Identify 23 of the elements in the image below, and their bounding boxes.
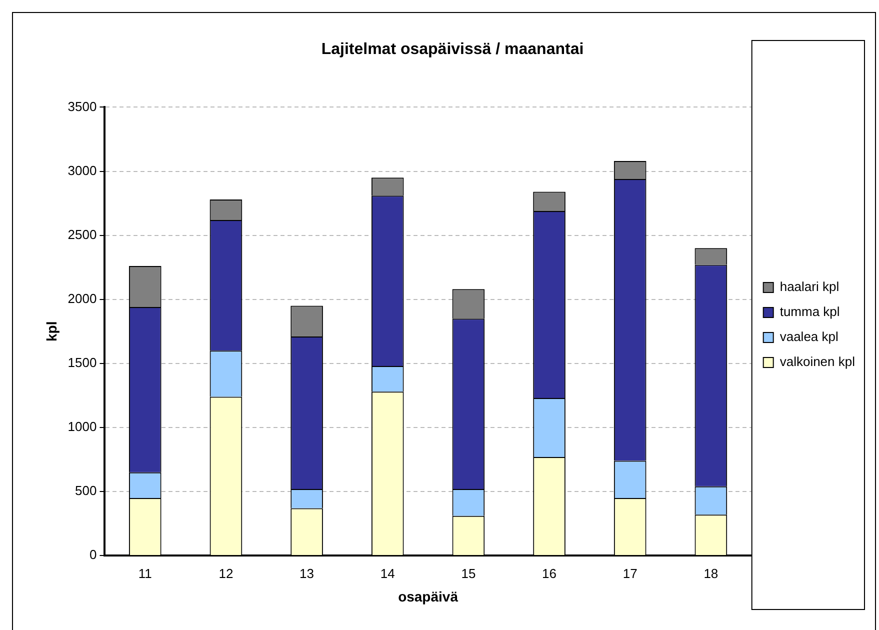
- legend-label: vaalea kpl: [780, 329, 838, 344]
- y-tick-label: 3500: [68, 98, 97, 114]
- x-axis-title: osapäivä: [398, 588, 458, 604]
- x-tick-label: 11: [138, 566, 152, 581]
- x-tick-label: 15: [461, 566, 476, 581]
- legend-label: tumma kpl: [780, 304, 840, 320]
- y-axis-title: kpl: [43, 321, 60, 342]
- x-tick-label: 12: [218, 566, 234, 581]
- y-tick-label: 1500: [68, 355, 97, 370]
- y-tick-label: 2500: [68, 226, 97, 242]
- legend-label: valkoinen kpl: [780, 354, 856, 370]
- x-tick-label: 18: [704, 566, 718, 581]
- x-tick-label: 13: [300, 566, 314, 581]
- x-tick-label: 14: [380, 566, 395, 581]
- y-tick-label: 1000: [68, 419, 97, 434]
- x-tick-label: 16: [542, 566, 557, 581]
- y-tick-label: 3000: [68, 162, 97, 178]
- chart-title: Lajitelmat osapäivissä / maanantai: [321, 41, 584, 58]
- y-tick-label: 0: [89, 547, 97, 562]
- y-tick-label: 2000: [68, 290, 97, 306]
- x-tick-label: 17: [622, 566, 638, 581]
- y-tick-label: 500: [75, 483, 97, 498]
- legend-label: haalari kpl: [780, 279, 840, 294]
